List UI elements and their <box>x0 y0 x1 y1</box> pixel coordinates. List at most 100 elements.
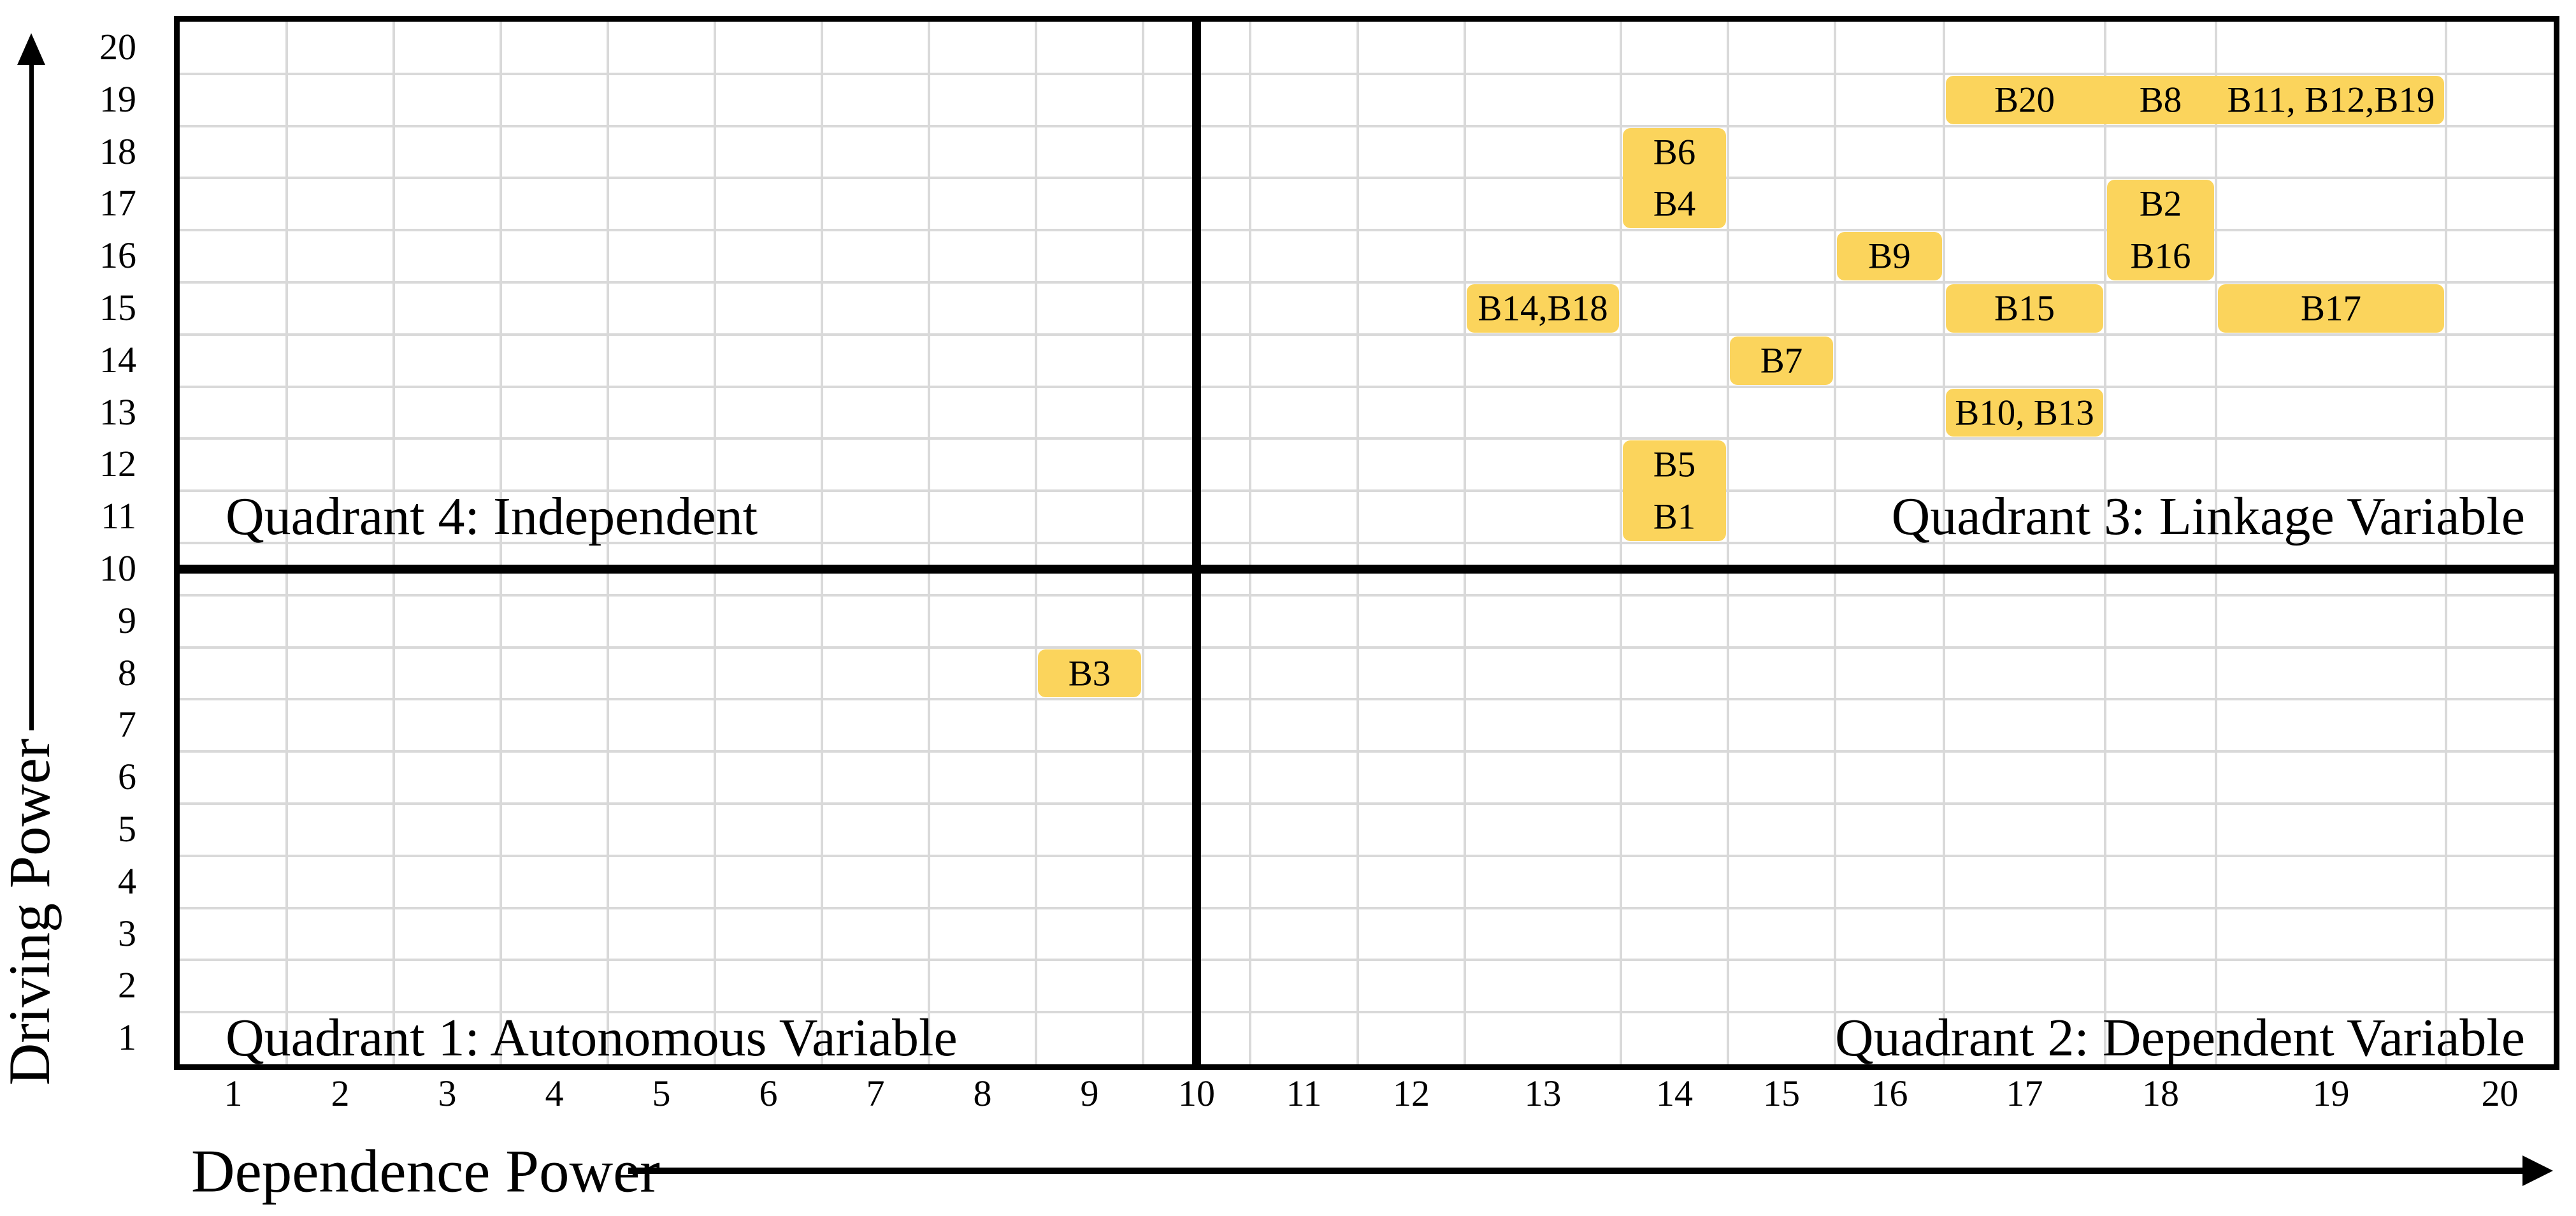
horizontal-gridline <box>180 854 2554 857</box>
horizontal-gridline <box>180 906 2554 909</box>
quadrant-2-label: Quadrant 2: Dependent Variable <box>1834 1008 2525 1068</box>
x-tick-label: 20 <box>2481 1073 2519 1114</box>
quadrant-1-label: Quadrant 1: Autonomous Variable <box>226 1008 958 1068</box>
x-axis-title: Dependence Power <box>191 1137 660 1205</box>
x-tick-label: 14 <box>1656 1073 1693 1114</box>
highlight-box <box>1730 336 1833 385</box>
x-tick-label: 17 <box>2006 1073 2043 1114</box>
y-tick-label: 19 <box>99 78 136 120</box>
x-tick-label: 15 <box>1763 1073 1800 1114</box>
variable-label: B16 <box>2130 236 2191 277</box>
horizontal-gridline <box>180 124 2554 127</box>
y-tick-label: 17 <box>99 182 136 224</box>
x-tick-label: 8 <box>973 1073 992 1114</box>
vertical-gridline <box>1620 22 1622 1064</box>
horizontal-gridline <box>180 333 2554 336</box>
y-tick-label: 4 <box>118 860 136 902</box>
y-tick-label: 7 <box>118 704 136 746</box>
y-tick-label: 13 <box>99 391 136 433</box>
variable-label: B15 <box>1994 288 2055 329</box>
variable-label: B9 <box>1868 236 1911 277</box>
highlight-box <box>1946 284 2103 333</box>
vertical-gridline <box>2215 22 2217 1064</box>
horizontal-gridline <box>180 646 2554 649</box>
variable-label: B11, B12,B19 <box>2227 80 2435 120</box>
horizontal-gridline <box>180 177 2554 180</box>
y-tick-label: 9 <box>118 599 136 641</box>
y-tick-label: 6 <box>118 755 136 797</box>
vertical-gridline <box>2104 22 2106 1064</box>
variable-label: B8 <box>2139 80 2182 120</box>
x-tick-label: 10 <box>1178 1073 1215 1114</box>
y-tick-label: 11 <box>101 495 136 537</box>
horizontal-gridline <box>180 593 2554 597</box>
highlight-box <box>1623 127 1726 229</box>
horizontal-gridline <box>180 281 2554 284</box>
vertical-gridline <box>2445 22 2447 1064</box>
quadrant-4-label: Quadrant 4: Independent <box>226 487 758 546</box>
x-tick-label: 5 <box>652 1073 671 1114</box>
variable-label: B7 <box>1760 340 1803 381</box>
y-tick-label: 16 <box>99 234 136 276</box>
highlight-box <box>1467 284 1619 333</box>
y-tick-label: 20 <box>99 25 136 68</box>
horizontal-gridline <box>180 229 2554 232</box>
x-tick-label: 4 <box>545 1073 564 1114</box>
variable-label: B2 <box>2139 184 2182 224</box>
x-tick-label: 6 <box>759 1073 778 1114</box>
y-tick-label: 12 <box>99 443 136 485</box>
variable-label: B3 <box>1068 653 1111 693</box>
horizontal-gridline <box>180 1011 2554 1014</box>
horizontal-gridline <box>180 385 2554 388</box>
vertical-gridline <box>1464 22 1466 1064</box>
horizontal-gridline <box>180 750 2554 753</box>
variable-label: B17 <box>2300 288 2362 329</box>
quadrant-3-label: Quadrant 3: Linkage Variable <box>1891 487 2525 546</box>
horizontal-gridline <box>180 698 2554 701</box>
y-tick-label: 14 <box>99 338 136 380</box>
variable-label: B4 <box>1653 184 1696 224</box>
variable-label: B5 <box>1653 444 1696 485</box>
x-tick-label: 16 <box>1871 1073 1908 1114</box>
x-tick-label: 9 <box>1080 1073 1099 1114</box>
vertical-gridline <box>1727 22 1729 1064</box>
x-tick-label: 1 <box>224 1073 243 1114</box>
variable-label: B14,B18 <box>1478 288 1608 329</box>
x-tick-label: 7 <box>866 1073 885 1114</box>
y-tick-label: 8 <box>118 651 136 693</box>
variable-label: B1 <box>1653 496 1696 537</box>
x-tick-label: 2 <box>331 1073 350 1114</box>
highlight-box <box>2107 180 2214 280</box>
y-tick-label: 1 <box>118 1016 136 1058</box>
horizontal-gridline <box>180 959 2554 962</box>
y-tick-label: 10 <box>99 547 136 589</box>
y-axis-arrow-shaft <box>29 64 34 730</box>
y-tick-label: 18 <box>99 130 136 172</box>
vertical-quadrant-divider <box>1192 22 1201 1064</box>
y-tick-label: 2 <box>118 964 136 1006</box>
horizontal-gridline <box>180 802 2554 805</box>
horizontal-gridline <box>180 542 2554 544</box>
x-tick-label: 19 <box>2312 1073 2350 1114</box>
variable-label: B10, B13 <box>1955 393 2094 433</box>
horizontal-quadrant-divider <box>180 564 2554 574</box>
highlight-box <box>1837 232 1942 280</box>
vertical-gridline <box>1356 22 1359 1064</box>
x-tick-label: 13 <box>1524 1073 1562 1114</box>
horizontal-gridline <box>180 72 2554 75</box>
x-tick-label: 18 <box>2142 1073 2179 1114</box>
y-axis-arrow-up-icon <box>17 33 45 65</box>
vertical-gridline <box>1834 22 1836 1064</box>
variable-label: B6 <box>1653 132 1696 172</box>
horizontal-gridline <box>180 489 2554 493</box>
highlight-box <box>2218 284 2444 333</box>
x-tick-label: 11 <box>1286 1073 1322 1114</box>
y-tick-label: 3 <box>118 912 136 954</box>
highlight-box <box>1038 649 1141 698</box>
horizontal-gridline <box>180 437 2554 440</box>
x-axis-arrow-shaft <box>628 1168 2523 1174</box>
y-tick-label: 5 <box>118 807 136 850</box>
highlight-box <box>1623 440 1726 541</box>
y-tick-label: 15 <box>99 286 136 328</box>
